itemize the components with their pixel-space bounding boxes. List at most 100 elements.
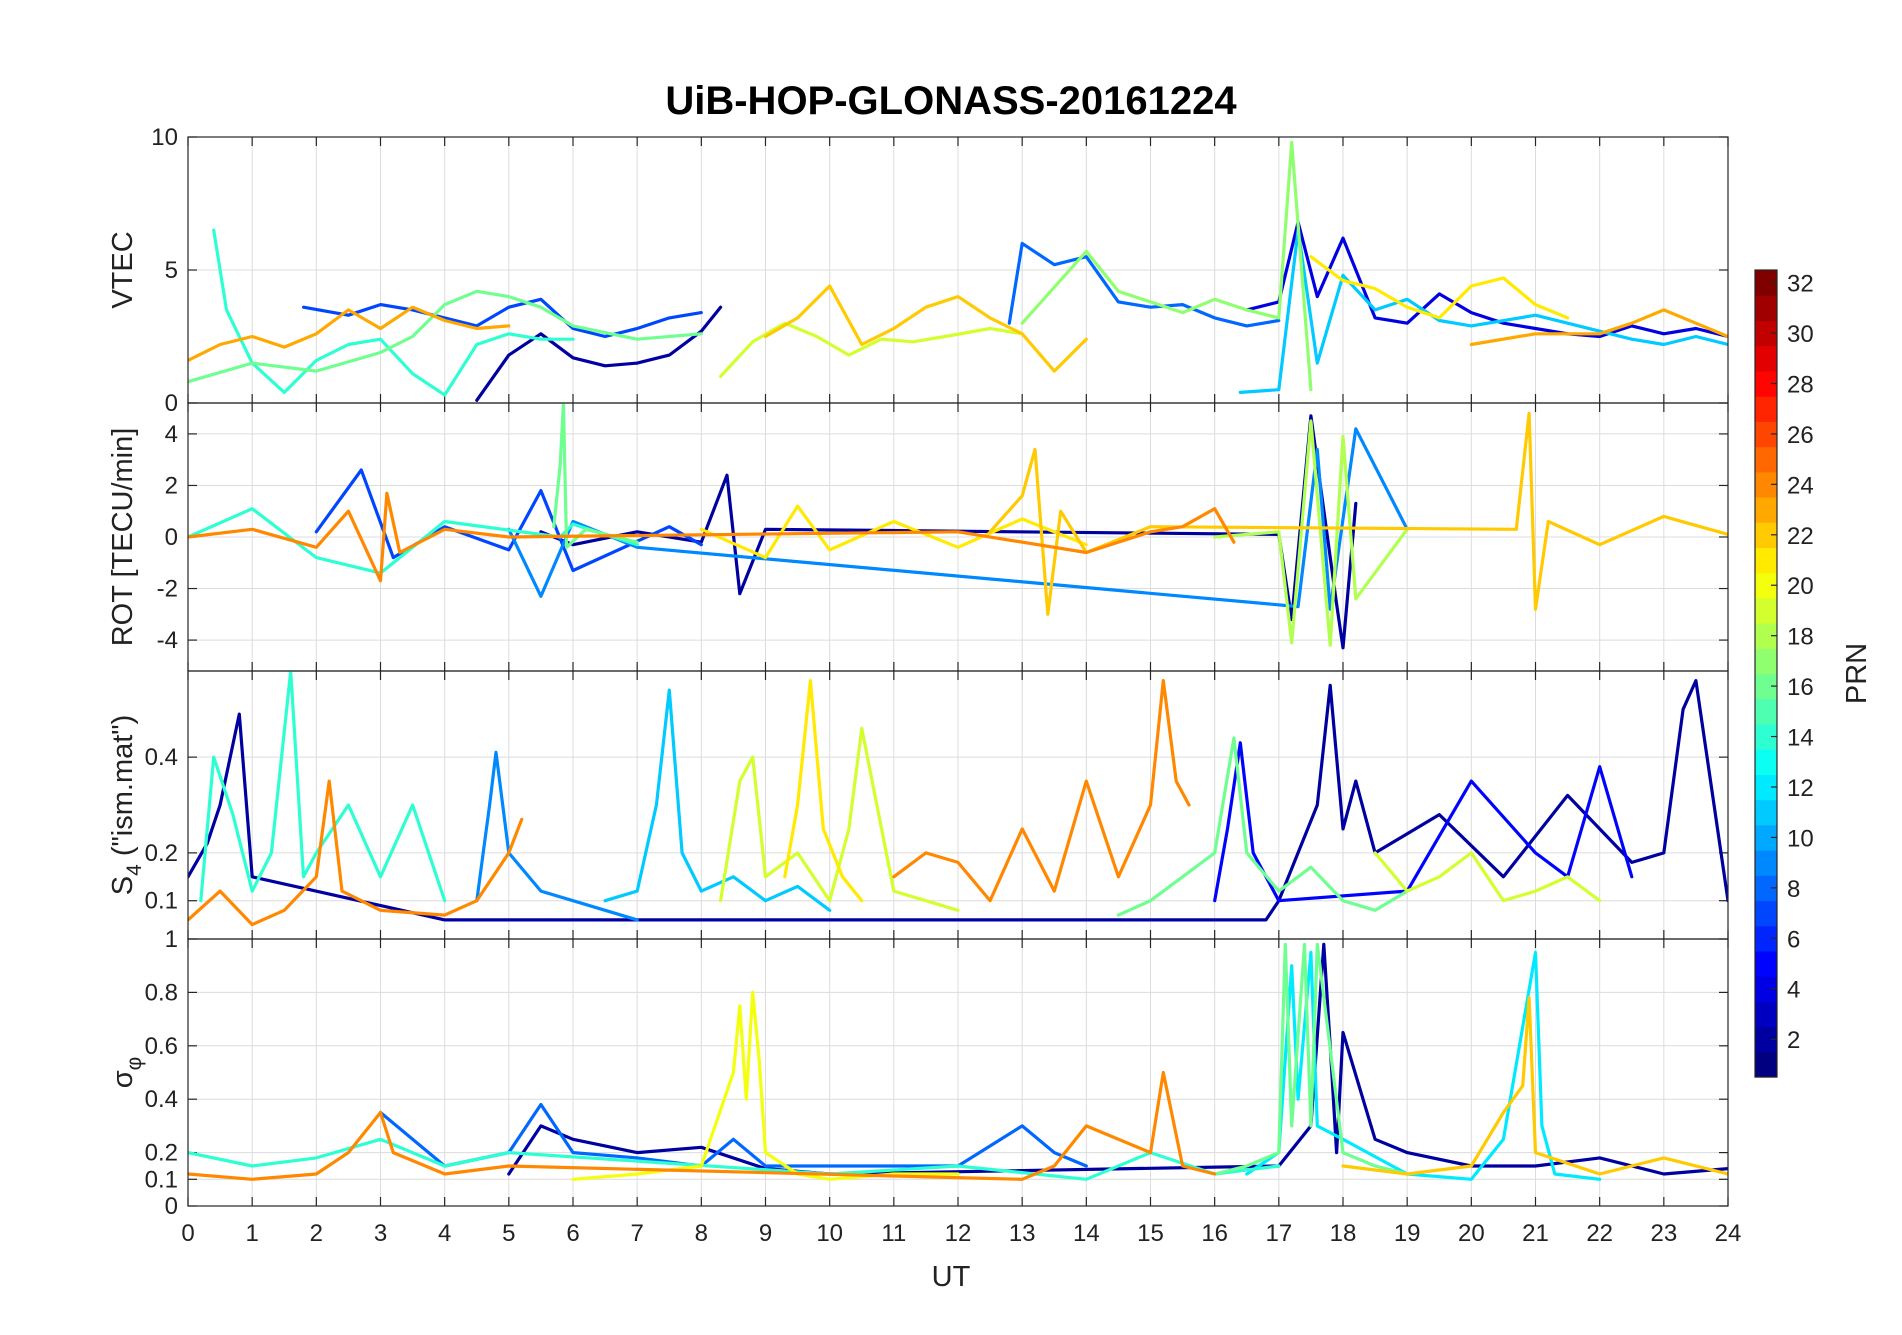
x-tick-label: 12 [945, 1220, 972, 1247]
x-tick-label: 11 [881, 1220, 906, 1247]
series-line-prn-19 [718, 321, 1024, 378]
panel-frame [187, 938, 1729, 1207]
series-line-prn-23 [1469, 308, 1728, 347]
series-line-prn-11 [603, 688, 832, 912]
series-line-prn-11 [1238, 228, 1728, 394]
series-line-prn-16 [1116, 736, 1409, 917]
series-line-prn-2 [507, 942, 1728, 1176]
series-line-prn-24 [892, 678, 1191, 903]
colorbar-segment [1755, 446, 1777, 473]
y-tick-label: -2 [157, 576, 178, 603]
colorbar-segment [1755, 900, 1777, 927]
series-line-prn-21 [699, 504, 1088, 560]
colorbar-tick-label: 2 [1787, 1027, 1800, 1054]
y-axis-label: VTEC [107, 231, 139, 308]
colorbar-tick-label: 10 [1787, 825, 1814, 852]
y-tick-label: 4 [165, 421, 178, 448]
y-tick-label: 0 [165, 390, 178, 417]
colorbar-segment [1755, 1001, 1777, 1028]
colorbar-segment [1755, 875, 1777, 902]
colorbar-segment [1755, 623, 1777, 649]
series-line-prn-17 [1020, 140, 1313, 392]
x-tick-label: 22 [1586, 1220, 1613, 1247]
series-line-prn-14 [199, 671, 447, 903]
chart-title: UiB-HOP-GLONASS-20161224 [665, 79, 1237, 123]
series-line-prn-20 [571, 990, 960, 1181]
series-group [188, 403, 1728, 650]
y-tick-label: 0.1 [145, 888, 178, 915]
colorbar-tick-label: 22 [1787, 523, 1814, 550]
colorbar-segment [1755, 925, 1777, 952]
colorbar-segment [1755, 295, 1777, 322]
x-tick-label: 23 [1650, 1220, 1677, 1247]
series-line-prn-24 [188, 779, 524, 927]
colorbar-tick-label: 18 [1787, 624, 1814, 651]
colorbar-tick-label: 20 [1787, 573, 1814, 600]
x-tick-label: 5 [502, 1220, 515, 1247]
panel-s4: 0.1 0.2 0.4S4 ("ism.mat") [107, 670, 1729, 940]
series-line-prn-16 [552, 403, 639, 549]
colorbar-tick-label: 8 [1787, 876, 1800, 903]
colorbar-segment [1755, 471, 1777, 498]
x-tick-label: 15 [1137, 1220, 1164, 1247]
series-line-prn-21 [783, 678, 864, 903]
panel-rot: -4 -2 0 2 4 ROT [TECU/min] [107, 402, 1729, 672]
x-tick-label: 8 [695, 1220, 708, 1247]
x-tick-label: 10 [816, 1220, 843, 1247]
x-tick-label: 9 [759, 1220, 772, 1247]
series-line-prn-4 [1245, 220, 1728, 339]
series-line-prn-2 [539, 414, 1358, 650]
colorbar-segment [1755, 723, 1777, 750]
colorbar-frame [1754, 269, 1778, 1078]
x-tick-label: 1 [245, 1220, 258, 1247]
colorbar-segment [1755, 597, 1777, 624]
series-line-prn-21 [1309, 255, 1570, 320]
x-tick-label: 21 [1522, 1220, 1549, 1247]
series-line-prn-8 [1007, 241, 1281, 328]
panel-vtec: 0 5 10 VTEC [107, 124, 1729, 417]
y-tick-label: 0.4 [145, 744, 178, 771]
x-tick-label: 16 [1201, 1220, 1228, 1247]
y-tick-label: 0.2 [145, 1140, 178, 1167]
x-tick-label: 2 [310, 1220, 323, 1247]
y-axis-label: ROT [TECU/min] [107, 428, 139, 647]
y-tick-label: 1 [165, 926, 178, 953]
series-line-prn-16 [1213, 942, 1409, 1176]
colorbar-segment [1755, 370, 1777, 397]
colorbar-tick-label: 32 [1787, 271, 1814, 298]
colorbar-segment [1755, 950, 1777, 977]
x-tick-label: 20 [1458, 1220, 1485, 1247]
colorbar-segment [1755, 850, 1777, 876]
colorbar-segment [1755, 522, 1777, 549]
colorbar-segment [1755, 345, 1777, 372]
x-tick-label: 0 [181, 1220, 194, 1247]
series-line-prn-18 [1213, 419, 1409, 647]
y-tick-label: 0.1 [145, 1166, 178, 1193]
series-group [188, 140, 1728, 402]
series-line-prn-7 [301, 297, 703, 339]
series-group [188, 942, 1728, 1181]
y-tick-label: 0.4 [145, 1086, 178, 1113]
colorbar-tick-label: 28 [1787, 371, 1814, 398]
series-line-prn-2 [475, 305, 723, 402]
colorbar-tick-label: 14 [1787, 725, 1814, 752]
panel-sigma_phi: 00.10.2 0.4 0.6 0.8 1 σφ [107, 926, 1729, 1220]
series-line-prn-22 [763, 284, 1088, 373]
colorbar-tick-label: 6 [1787, 926, 1800, 953]
series-line-prn-14 [188, 1137, 1281, 1181]
y-axis-label: S4 ("ism.mat") [107, 715, 146, 896]
colorbar-segment [1755, 698, 1777, 725]
y-tick-label: 5 [165, 257, 178, 284]
series-line-prn-24 [188, 491, 1236, 583]
colorbar-segment [1755, 1026, 1777, 1053]
x-tick-label: 18 [1330, 1220, 1357, 1247]
colorbar-segment [1755, 270, 1777, 296]
colorbar-tick-label: 30 [1787, 321, 1814, 348]
x-tick-label: 6 [566, 1220, 579, 1247]
colorbar-tick-label: 24 [1787, 472, 1814, 499]
series-line-prn-2 [188, 678, 1728, 922]
colorbar-segment [1755, 1051, 1777, 1078]
colorbar-segment [1755, 799, 1777, 826]
